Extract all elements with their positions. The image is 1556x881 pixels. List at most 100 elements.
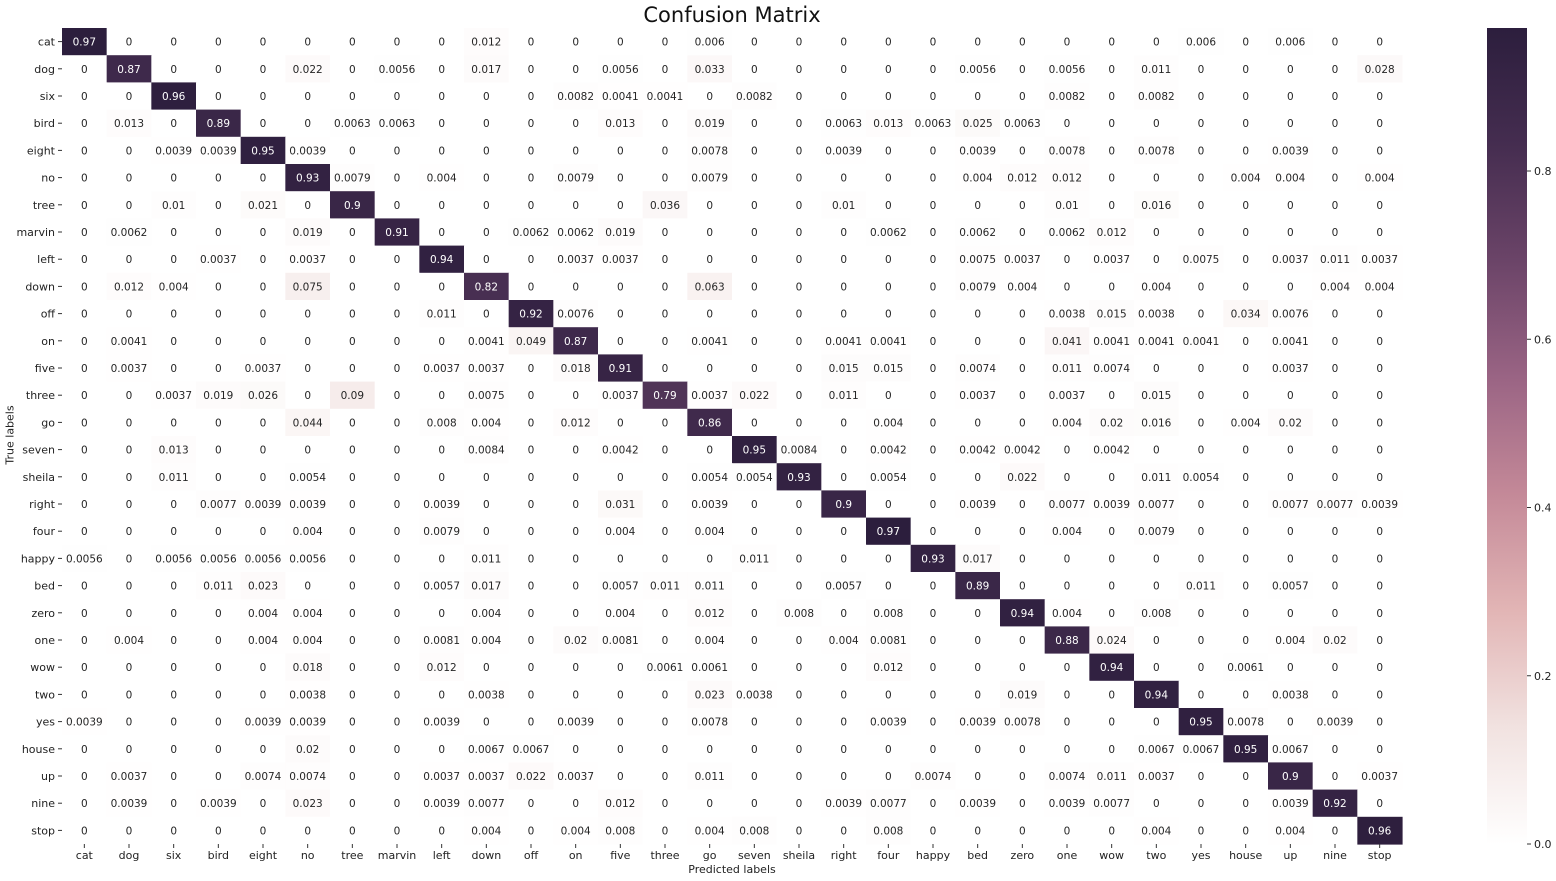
cell-value: 0.93 [921,553,944,565]
cell-value: 0 [81,798,88,810]
heatmap-cell [955,300,1001,328]
heatmap-cell [62,327,108,355]
heatmap-cell [910,272,956,301]
heatmap-cell [1134,408,1180,437]
heatmap-cell [553,735,599,763]
cell-value: 0.0039 [1272,798,1309,810]
cell-value: 0 [1198,798,1205,810]
cell-value: 0 [1332,200,1339,212]
cell-value: 0 [1064,445,1071,457]
cell-value: 0 [170,635,177,647]
heatmap-cell [1000,191,1046,219]
heatmap-cell [1044,436,1090,464]
cell-value: 0 [126,689,133,701]
cell-value: 0 [1019,145,1026,157]
heatmap-cell [910,490,956,519]
cell-value: 0.011 [1186,581,1216,593]
heatmap-cell [687,680,733,709]
heatmap-cell [464,218,510,247]
heatmap-cell [196,272,242,301]
heatmap-cell [821,245,867,274]
heatmap-cell [1223,354,1269,383]
cell-value: 0 [1332,91,1339,103]
cell-value: 0 [662,281,669,293]
cell-value: 0 [438,145,445,157]
heatmap-cell [151,680,197,709]
cell-value: 0 [304,363,311,375]
heatmap-cell [553,680,599,709]
heatmap-cell [1089,789,1135,818]
cell-value: 0 [796,390,803,402]
cell-value: 0.0057 [602,581,639,593]
cell-value: 0 [260,309,267,321]
heatmap-cell [1223,272,1269,301]
heatmap-cell [732,354,778,383]
cell-value: 0 [81,771,88,783]
cell-value: 0 [751,281,758,293]
heatmap-cell [62,789,108,818]
cell-value: 0.0039 [557,717,594,729]
cell-value: 0.0082 [736,91,773,103]
cell-value: 0.0041 [691,336,728,348]
cell-value: 0 [751,417,758,429]
heatmap-cell [866,599,912,627]
cell-value: 0.0039 [423,717,460,729]
cell-value: 0 [1332,472,1339,484]
heatmap-cell [598,653,644,682]
heatmap-cell [62,436,108,464]
cell-value: 0.0062 [870,227,907,239]
cell-value: 0 [304,200,311,212]
cell-value: 0 [483,499,490,511]
x-tick-label: zero [1011,849,1035,862]
cell-value: 0 [751,635,758,647]
heatmap-cell [1268,218,1314,247]
cell-value: 0.0056 [200,553,237,565]
cell-value: 0.0056 [379,64,416,76]
cell-value: 0 [885,254,892,266]
cell-value: 0.0081 [602,635,639,647]
heatmap-cell [196,544,242,573]
cell-value: 0.0037 [602,390,639,402]
cell-value: 0 [1153,227,1160,239]
x-tick-label: up [1283,849,1297,862]
heatmap-cell [1134,680,1180,709]
heatmap-cell [240,708,286,736]
heatmap-cell [240,436,286,464]
heatmap-cell [642,708,688,736]
heatmap-cell [151,55,197,83]
heatmap-cell [553,55,599,83]
cell-value: 0 [528,173,535,185]
heatmap-cell [732,381,778,410]
heatmap-cell [1178,82,1224,111]
cell-value: 0 [617,689,624,701]
heatmap-cell [1000,653,1046,682]
cell-value: 0 [483,118,490,130]
cell-value: 0.004 [1365,281,1395,293]
cell-value: 0 [170,363,177,375]
heatmap-cell [553,136,599,165]
heatmap-cell [374,436,420,464]
heatmap-cell [1134,762,1180,791]
heatmap-cell [776,300,822,328]
cell-value: 0 [1332,689,1339,701]
heatmap-cell [106,735,152,763]
heatmap-cell [732,300,778,328]
cell-value: 0 [215,635,222,647]
cell-value: 0 [1332,608,1339,620]
cell-value: 0 [126,37,133,49]
heatmap-cell [1312,789,1358,818]
heatmap-cell [910,82,956,111]
heatmap-cell [330,272,376,301]
heatmap-cell [955,354,1001,383]
cell-value: 0.0038 [468,689,505,701]
cell-value: 0 [572,118,579,130]
cell-value: 0 [1332,363,1339,375]
heatmap-cell [642,572,688,600]
y-tick-label: four [33,525,56,538]
heatmap-cell [1223,680,1269,709]
heatmap-cell [1312,55,1358,83]
cell-value: 0.004 [1007,281,1037,293]
heatmap-cell [1134,327,1180,355]
cell-value: 0 [528,717,535,729]
